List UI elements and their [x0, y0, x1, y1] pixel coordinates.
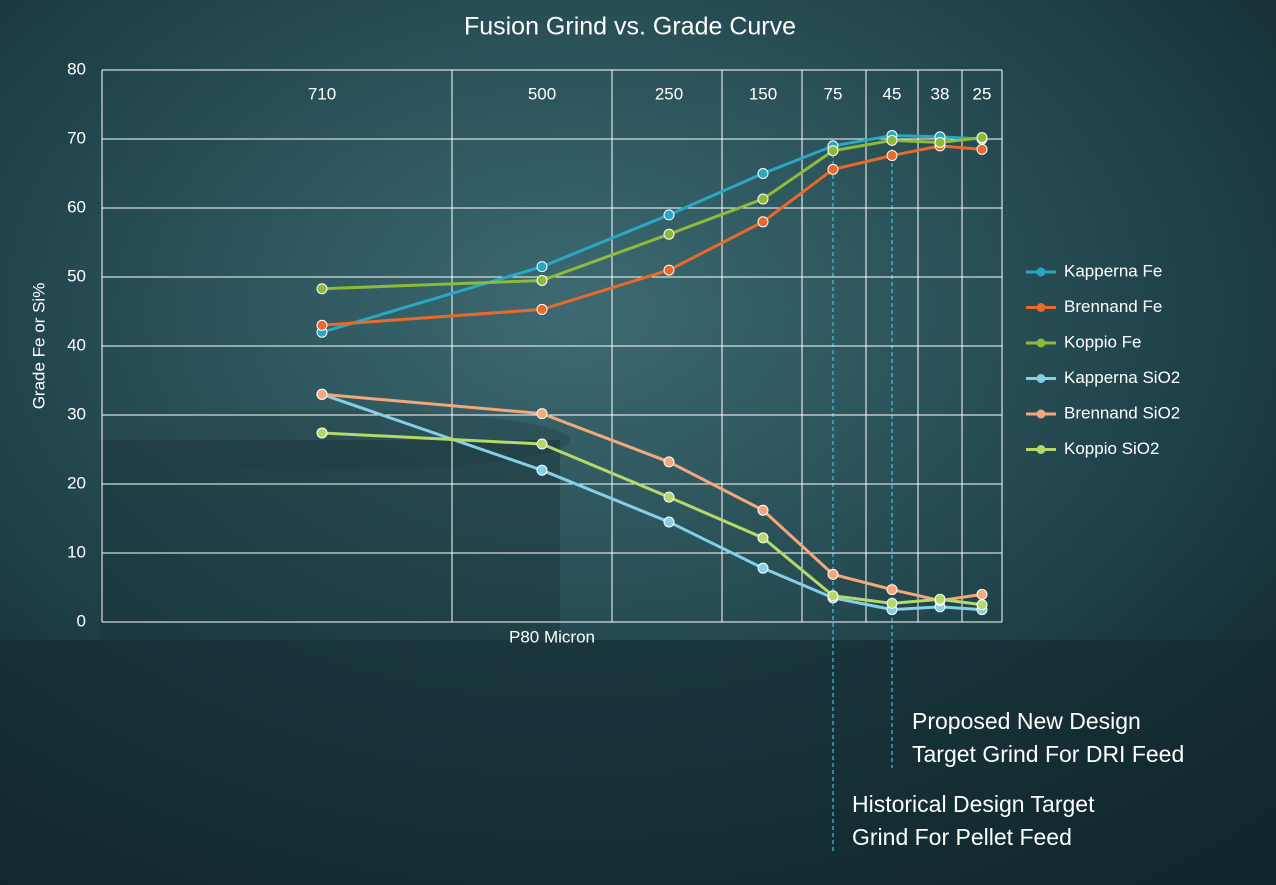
point: [934, 136, 946, 148]
point: [886, 150, 898, 162]
legend-marker: [1036, 409, 1046, 419]
y-tick-label: 10: [67, 542, 86, 561]
series-line: [321, 392, 983, 612]
point: [886, 134, 898, 146]
series-line: [321, 136, 983, 291]
photo-shape: [100, 440, 560, 640]
point: [663, 228, 675, 240]
y-tick-label: 30: [67, 404, 86, 423]
legend-marker: [1036, 374, 1046, 383]
annotation: Target Grind For DRI Feed: [912, 741, 1184, 767]
y-tick-label: 40: [67, 335, 86, 354]
legend-label: Koppio SiO2: [1064, 439, 1159, 458]
point: [827, 568, 839, 580]
x-tick-label: 500: [528, 84, 556, 103]
point: [976, 599, 988, 611]
chart-title: Fusion Grind vs. Grade Curve: [464, 13, 796, 41]
point: [757, 562, 769, 574]
x-tick-label: 150: [749, 84, 777, 103]
legend-marker: [1036, 303, 1046, 312]
point: [316, 388, 328, 400]
point: [976, 132, 988, 144]
point: [663, 209, 675, 221]
point: [757, 532, 769, 544]
point: [536, 438, 548, 450]
x-tick-label: 25: [973, 84, 992, 103]
point: [536, 261, 548, 273]
y-tick-label: 0: [77, 611, 86, 630]
annotation: Proposed New Design: [912, 708, 1141, 734]
point: [757, 168, 769, 179]
photo-ground: [0, 640, 1276, 885]
point: [886, 584, 898, 596]
legend-marker: [1036, 267, 1046, 277]
point: [757, 504, 769, 516]
y-tick-label: 20: [67, 473, 86, 492]
point: [663, 456, 675, 468]
point: [976, 588, 988, 600]
point: [663, 491, 675, 503]
annotation: Historical Design Target: [852, 791, 1095, 817]
x-axis-title: P80 Micron: [509, 627, 595, 646]
series-line: [321, 134, 983, 334]
legend-label: Kapperna SiO2: [1064, 368, 1180, 387]
point: [757, 193, 769, 205]
point: [827, 163, 839, 175]
series-line: [321, 144, 983, 327]
y-tick-label: 80: [67, 59, 86, 78]
legend-marker: [1036, 445, 1046, 454]
point: [663, 264, 675, 276]
y-tick-label: 50: [67, 266, 86, 285]
point: [934, 593, 946, 605]
point: [663, 516, 675, 528]
point: [536, 464, 548, 476]
series-line: [321, 431, 983, 607]
legend-label: Kapperna Fe: [1064, 261, 1162, 280]
point: [886, 597, 898, 609]
legend-marker: [1036, 338, 1046, 348]
point: [316, 427, 328, 439]
y-tick-label: 70: [67, 128, 86, 147]
y-axis-title: Grade Fe or Si%: [29, 283, 48, 410]
x-tick-label: 45: [883, 84, 902, 103]
x-tick-label: 38: [931, 84, 950, 103]
legend-label: Koppio Fe: [1064, 332, 1142, 351]
point: [827, 590, 839, 602]
legend-label: Brennand SiO2: [1064, 403, 1180, 422]
point: [976, 143, 988, 155]
y-tick-label: 60: [67, 197, 86, 216]
point: [757, 216, 769, 228]
legend-label: Brennand Fe: [1064, 297, 1162, 316]
x-tick-label: 250: [655, 84, 683, 103]
point: [827, 145, 839, 157]
point: [316, 319, 328, 331]
x-tick-label: 710: [308, 84, 336, 103]
point: [316, 283, 328, 295]
point: [536, 303, 548, 315]
x-tick-label: 75: [824, 84, 843, 103]
point: [536, 274, 548, 286]
annotation: Grind For Pellet Feed: [852, 824, 1072, 850]
point: [536, 408, 548, 420]
